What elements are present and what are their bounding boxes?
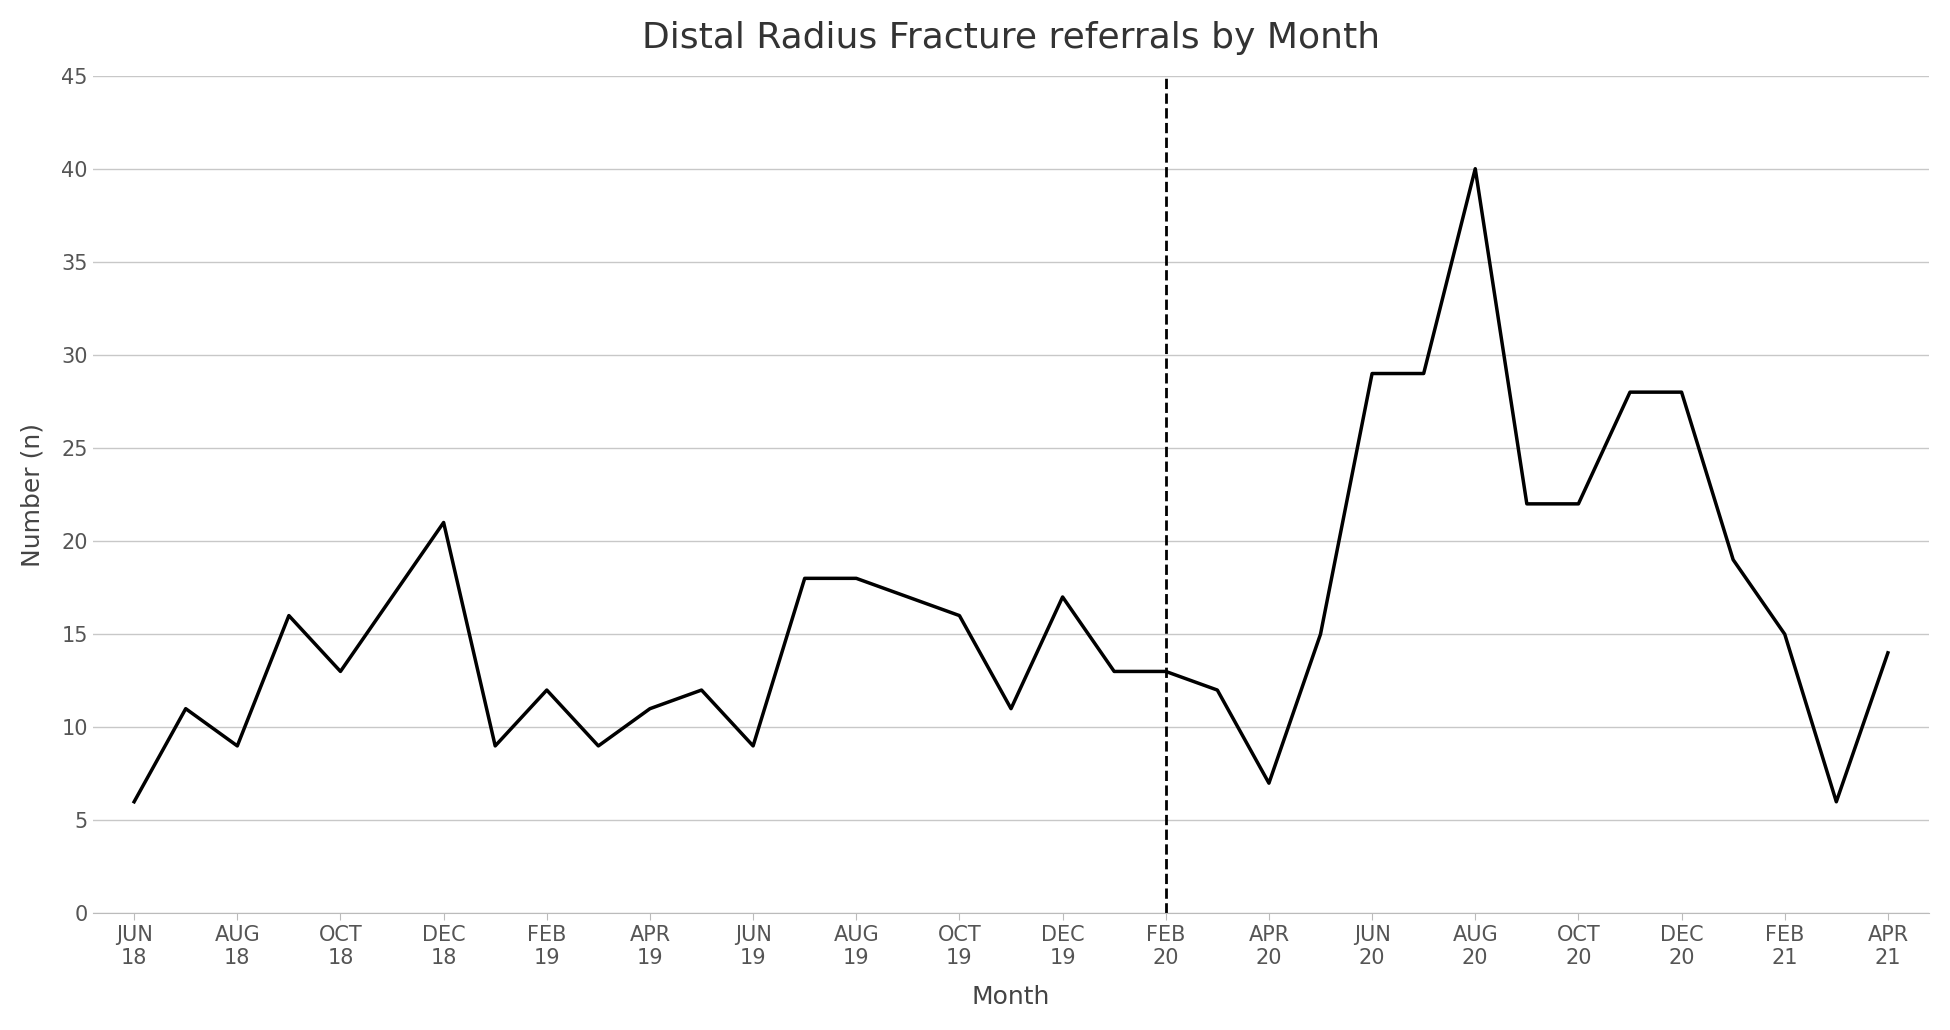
Y-axis label: Number (n): Number (n) (21, 422, 45, 566)
Title: Distal Radius Fracture referrals by Month: Distal Radius Fracture referrals by Mont… (642, 21, 1381, 55)
X-axis label: Month: Month (971, 985, 1051, 1009)
